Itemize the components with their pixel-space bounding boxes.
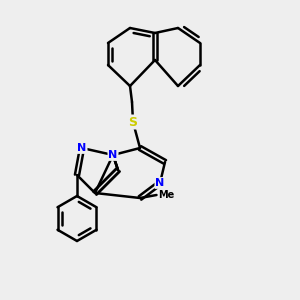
Text: Me: Me (158, 190, 174, 200)
Text: N: N (155, 178, 165, 188)
Text: S: S (128, 116, 137, 128)
Text: N: N (77, 143, 87, 153)
Text: N: N (108, 150, 118, 160)
